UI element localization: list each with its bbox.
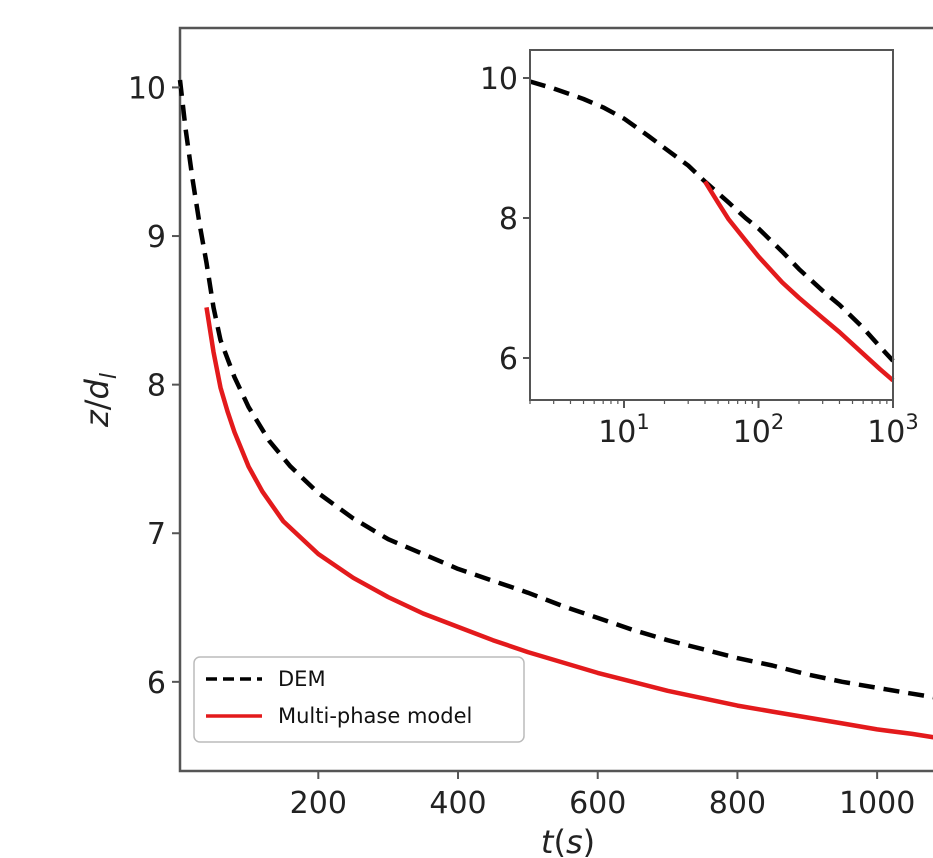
main-series-group [177, 79, 933, 740]
main-x-ticks: 200 400 600 800 1000 [290, 771, 915, 821]
inset-x-tick-label: 102 [733, 410, 785, 450]
inset-y-tick-label: 8 [499, 202, 518, 237]
legend-box [193, 656, 525, 743]
inset-plot-background [530, 50, 893, 400]
inset-y-tick-label: 10 [480, 62, 518, 97]
inset-plot-frame [529, 49, 894, 401]
main-x-tick-label: 400 [429, 786, 486, 821]
main-x-tick-label: 800 [709, 786, 766, 821]
legend-model-label: Multi-phase model [278, 704, 472, 728]
main-x-tick-label: 200 [290, 786, 347, 821]
inset-plot: 6 8 10 101 102 103 [480, 49, 919, 450]
main-series-line-dem [177, 79, 933, 700]
x-axis-label: t(s) [541, 823, 595, 858]
main-y-tick-label: 7 [147, 517, 166, 552]
main-series-line-multi-phase-model [204, 307, 933, 740]
main-y-tick-label: 10 [128, 71, 166, 106]
main-plot: 6 7 8 9 10 200 400 600 800 1000 [128, 26, 933, 821]
legend-dem-label: DEM [278, 667, 326, 691]
main-y-ticks: 6 7 8 9 10 [128, 71, 180, 701]
inset-y-tick-label: 6 [499, 342, 518, 377]
inset-series-line-dem [529, 79, 895, 363]
main-x-tick-label: 1000 [839, 786, 915, 821]
main-y-tick-label: 6 [147, 666, 166, 701]
legend: DEM Multi-phase model [193, 656, 525, 743]
y-axis-label: z/dl [78, 373, 122, 428]
inset-series-line-multi-phase-model [703, 180, 895, 383]
inset-x-tick-label: 103 [867, 410, 919, 450]
main-y-tick-label: 8 [147, 369, 166, 404]
inset-series-group [529, 79, 895, 383]
inset-x-tick-label: 101 [598, 410, 650, 450]
main-x-tick-label: 600 [569, 786, 626, 821]
main-y-tick-label: 9 [147, 220, 166, 255]
inset-y-ticks: 6 8 10 [480, 62, 530, 377]
inset-x-ticks: 101 102 103 [529, 400, 919, 450]
main-plot-frame [178, 26, 933, 773]
